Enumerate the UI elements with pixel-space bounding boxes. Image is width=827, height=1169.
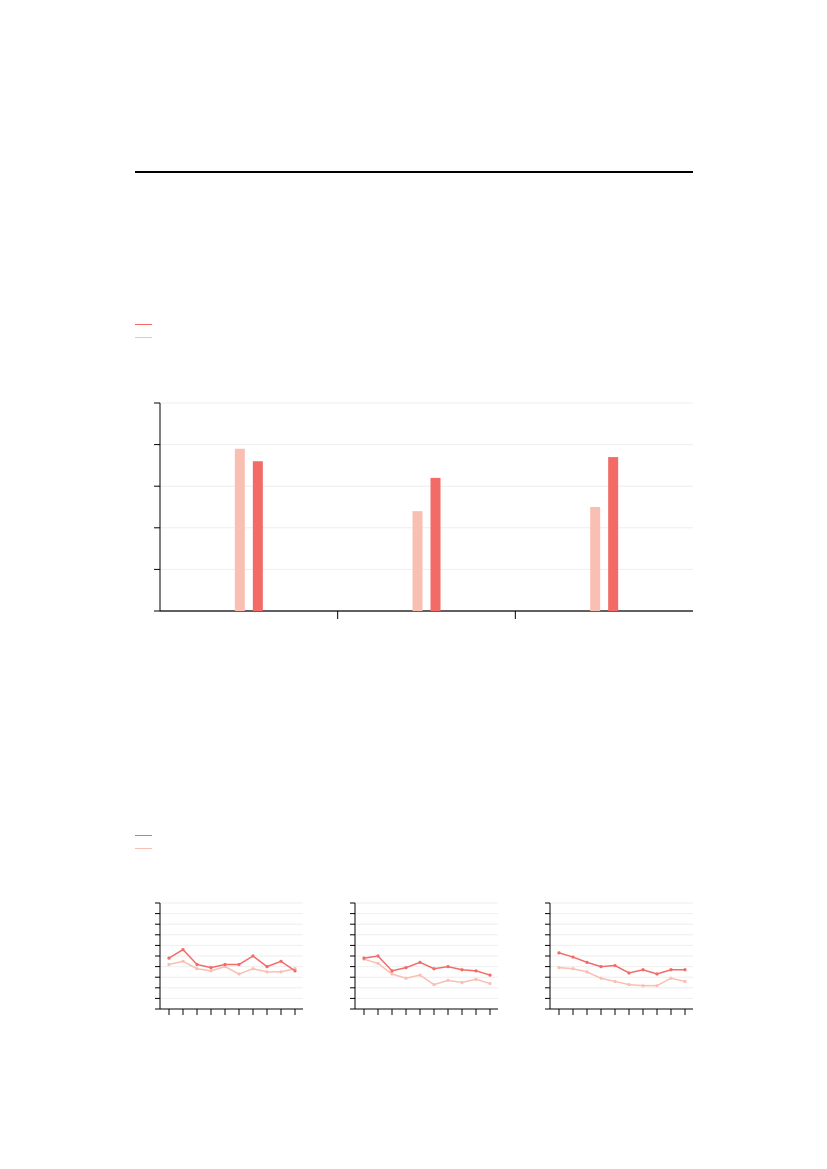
data-point	[265, 965, 269, 969]
data-point	[237, 962, 241, 967]
series-line	[168, 948, 296, 972]
data-point	[669, 976, 673, 980]
bar	[430, 477, 441, 611]
data-point	[432, 983, 436, 987]
data-point	[613, 963, 617, 968]
data-point	[181, 959, 185, 963]
data-point	[404, 966, 408, 970]
data-point	[390, 969, 394, 973]
data-point	[390, 972, 394, 976]
data-point	[251, 954, 255, 958]
data-point	[683, 979, 687, 984]
data-point	[167, 962, 171, 967]
data-point	[209, 966, 213, 970]
data-point	[404, 976, 408, 980]
data-point	[181, 948, 185, 952]
legend-swatch-dark	[135, 324, 152, 325]
data-point	[474, 969, 478, 973]
data-point	[655, 984, 659, 988]
data-point	[557, 951, 561, 955]
data-point	[488, 981, 492, 986]
data-point	[195, 967, 199, 971]
data-point	[376, 954, 380, 958]
legend-bottom	[135, 835, 155, 861]
data-point	[627, 983, 631, 987]
data-point	[641, 984, 645, 988]
data-point	[571, 955, 575, 959]
bar	[608, 457, 619, 611]
series-line	[558, 952, 685, 975]
bar	[252, 461, 263, 611]
data-point	[279, 970, 283, 974]
bar	[234, 448, 245, 611]
data-point	[655, 972, 659, 976]
data-point	[265, 970, 269, 974]
data-point	[488, 973, 492, 977]
data-point	[683, 968, 687, 972]
data-point	[418, 973, 422, 977]
data-point	[613, 979, 617, 984]
data-point	[460, 980, 464, 985]
data-point	[376, 961, 380, 966]
legend-swatch-dark	[135, 835, 152, 836]
data-point	[557, 966, 561, 970]
data-point	[585, 970, 589, 974]
data-point	[641, 968, 645, 972]
data-point	[599, 965, 603, 969]
data-point	[460, 968, 464, 972]
series-line	[363, 955, 491, 976]
data-point	[293, 969, 297, 973]
legend-swatch-light	[135, 337, 152, 338]
legend-top	[135, 324, 155, 350]
series-line	[363, 958, 491, 986]
data-point	[446, 978, 450, 982]
data-point	[585, 960, 589, 964]
data-point	[209, 969, 213, 973]
series-line	[168, 960, 296, 975]
bar	[412, 511, 423, 611]
data-point	[432, 967, 436, 971]
data-point	[418, 960, 422, 964]
data-point	[669, 968, 673, 972]
data-point	[627, 971, 631, 975]
legend-swatch-light	[135, 848, 152, 849]
bar	[590, 507, 601, 611]
data-point	[446, 965, 450, 969]
data-point	[474, 977, 478, 981]
series-line	[558, 966, 686, 987]
data-point	[195, 962, 199, 967]
data-point	[237, 972, 241, 976]
data-point	[167, 956, 171, 960]
data-point	[251, 967, 255, 971]
data-point	[362, 956, 366, 960]
data-point	[223, 962, 227, 967]
data-point	[599, 976, 603, 980]
data-point	[571, 967, 575, 971]
header-rule	[135, 171, 693, 173]
data-point	[279, 959, 283, 963]
